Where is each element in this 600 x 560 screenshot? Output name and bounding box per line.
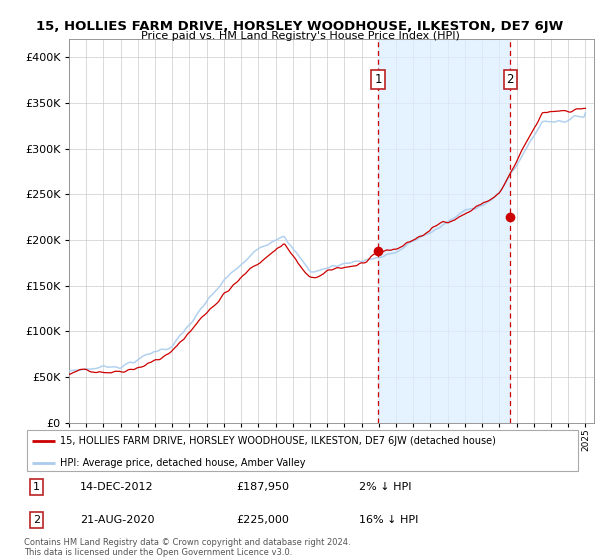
Bar bbox=[378, 39, 511, 423]
Text: 16% ↓ HPI: 16% ↓ HPI bbox=[359, 515, 418, 525]
Text: 2: 2 bbox=[506, 73, 514, 86]
Text: Price paid vs. HM Land Registry's House Price Index (HPI): Price paid vs. HM Land Registry's House … bbox=[140, 31, 460, 41]
Text: 1: 1 bbox=[374, 73, 382, 86]
Text: 21-AUG-2020: 21-AUG-2020 bbox=[80, 515, 154, 525]
Text: 1: 1 bbox=[33, 482, 40, 492]
Text: 2% ↓ HPI: 2% ↓ HPI bbox=[359, 482, 412, 492]
Text: Contains HM Land Registry data © Crown copyright and database right 2024.
This d: Contains HM Land Registry data © Crown c… bbox=[24, 538, 350, 557]
FancyBboxPatch shape bbox=[27, 430, 578, 472]
Text: £225,000: £225,000 bbox=[236, 515, 289, 525]
Text: HPI: Average price, detached house, Amber Valley: HPI: Average price, detached house, Ambe… bbox=[60, 458, 306, 468]
Text: 14-DEC-2012: 14-DEC-2012 bbox=[80, 482, 154, 492]
Text: 15, HOLLIES FARM DRIVE, HORSLEY WOODHOUSE, ILKESTON, DE7 6JW (detached house): 15, HOLLIES FARM DRIVE, HORSLEY WOODHOUS… bbox=[60, 436, 496, 446]
Text: £187,950: £187,950 bbox=[236, 482, 289, 492]
Text: 2: 2 bbox=[33, 515, 40, 525]
Text: 15, HOLLIES FARM DRIVE, HORSLEY WOODHOUSE, ILKESTON, DE7 6JW: 15, HOLLIES FARM DRIVE, HORSLEY WOODHOUS… bbox=[37, 20, 563, 32]
